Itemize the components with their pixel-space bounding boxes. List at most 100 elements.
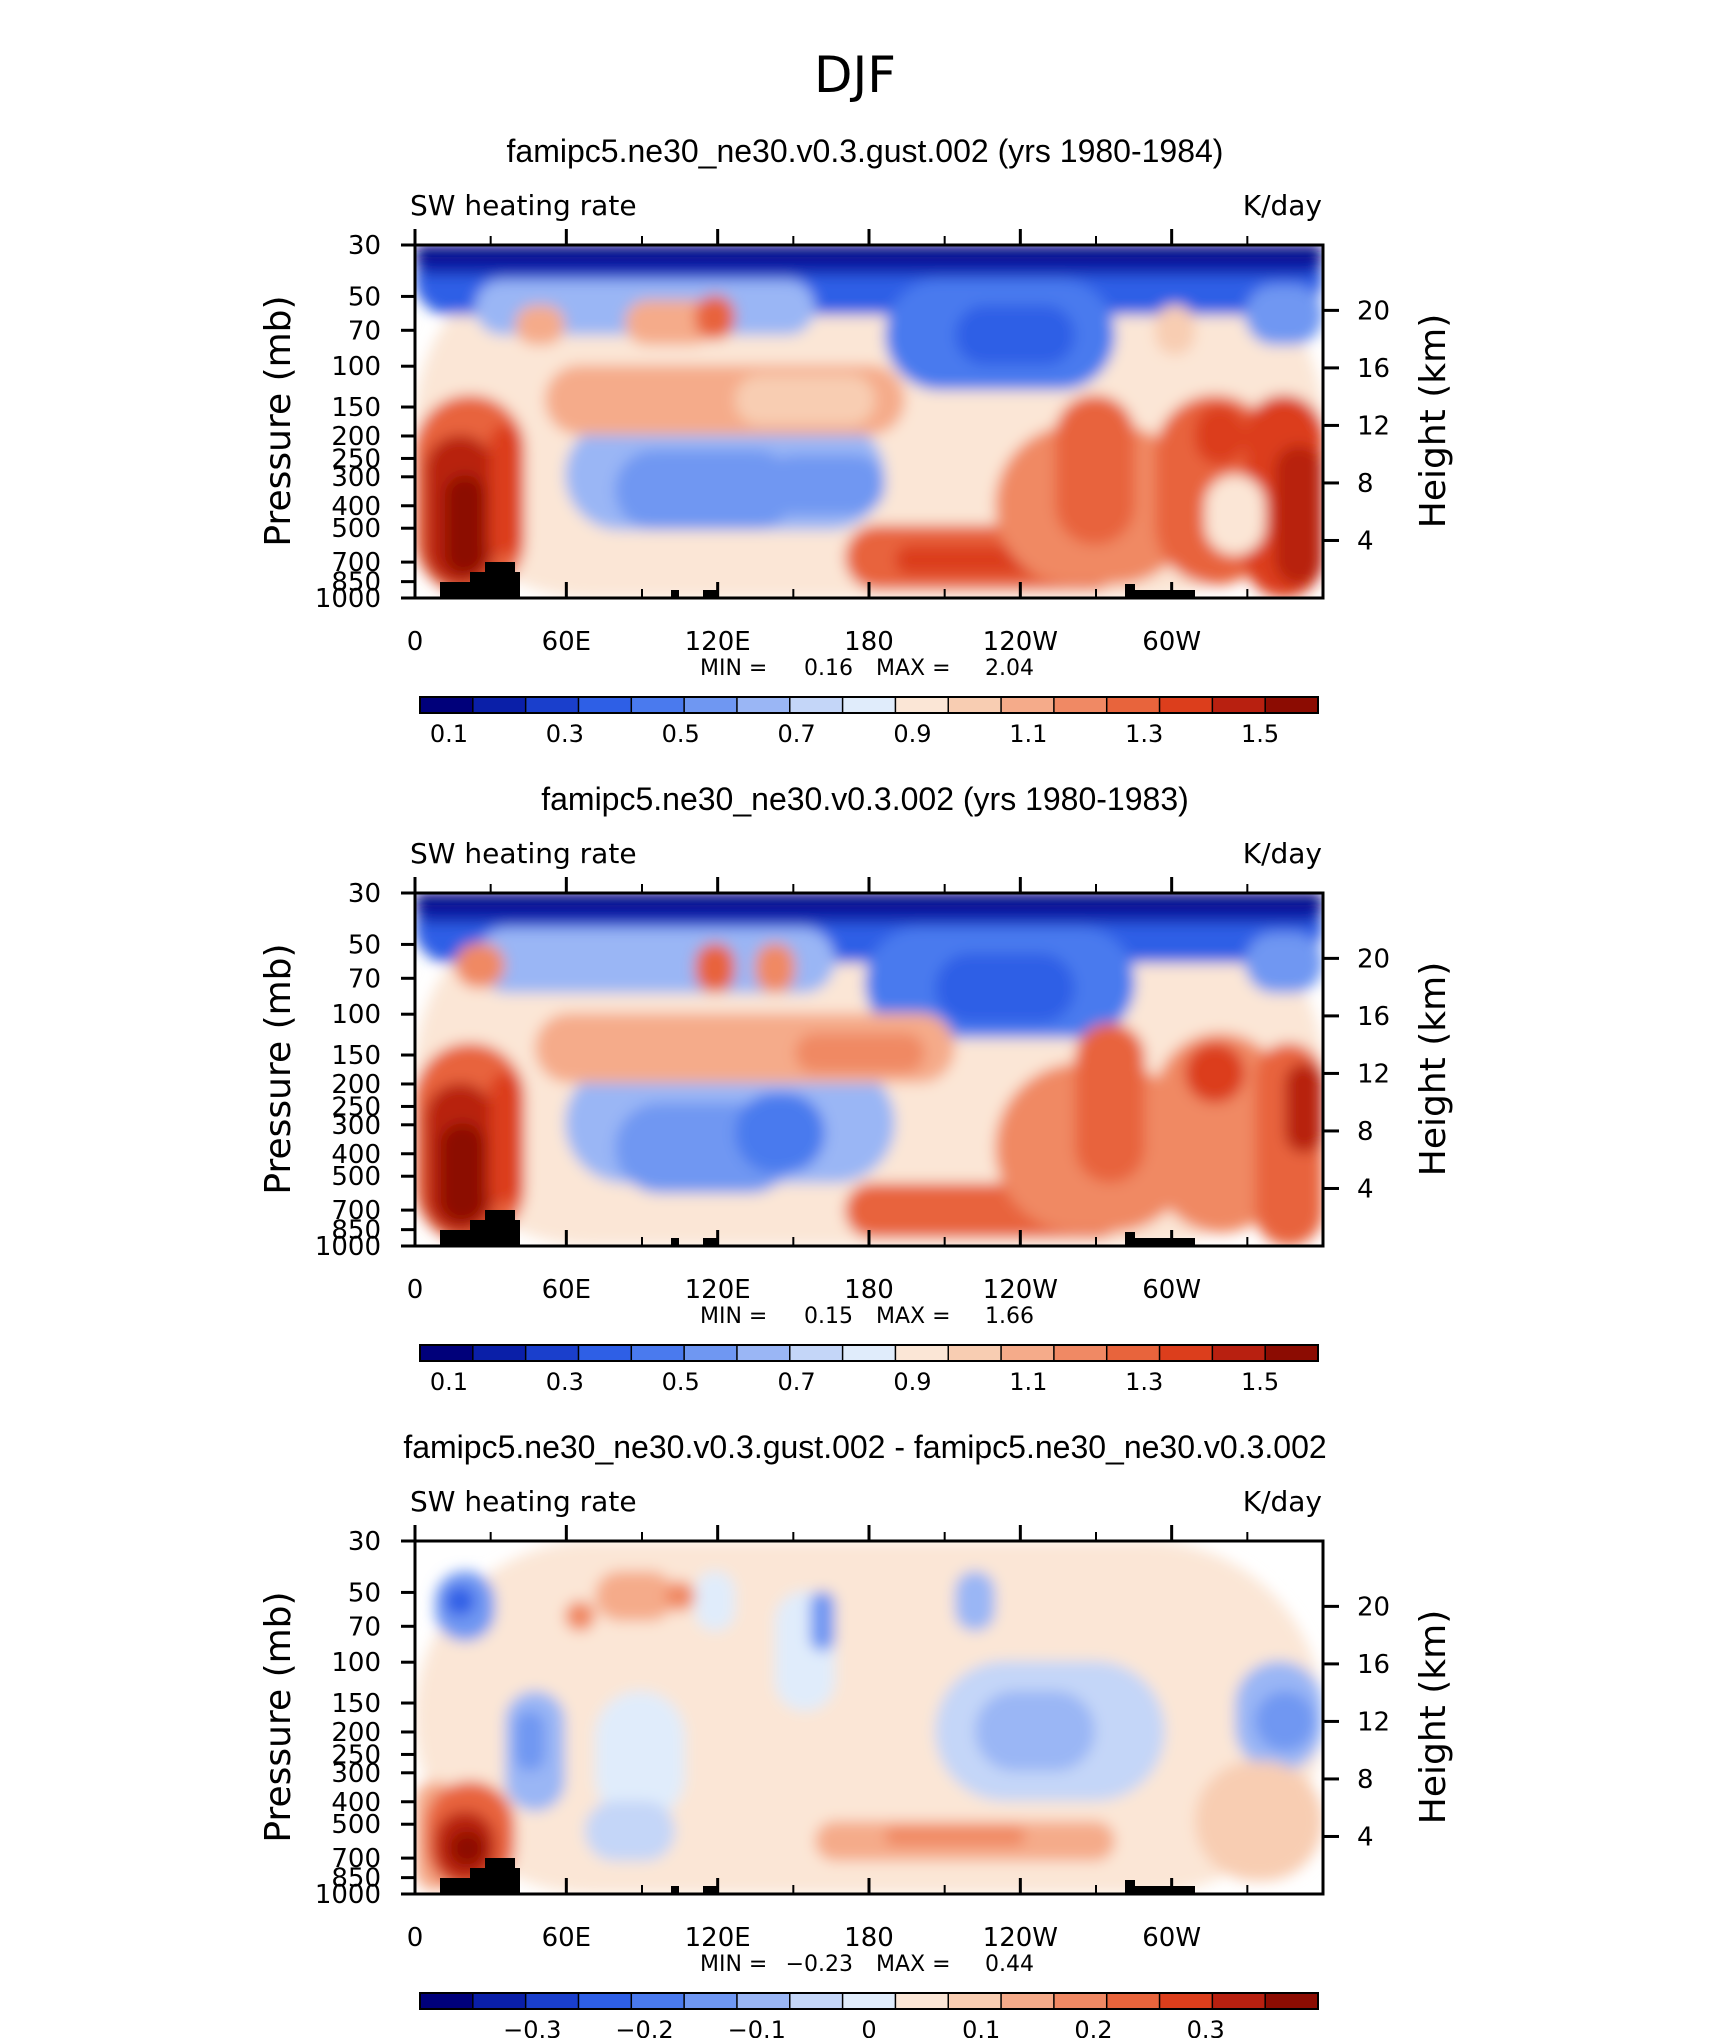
field-patch	[695, 295, 735, 340]
field-patch	[415, 893, 1323, 905]
y-right-tick-label: 16	[1357, 1002, 1390, 1032]
field-patch	[810, 1591, 835, 1651]
x-tick-label: 120E	[685, 1275, 751, 1305]
field-patch	[1205, 475, 1265, 555]
colorbar-segment	[472, 1345, 527, 1361]
max-label: MAX =	[876, 1952, 951, 1977]
colorbar-label: 0.2	[1074, 2016, 1112, 2038]
y-axis-label-right: Height (km)	[1413, 314, 1454, 528]
field-patch	[765, 455, 885, 515]
colorbar-label: 0.1	[430, 1368, 468, 1396]
field-patch	[1075, 1023, 1145, 1183]
colorbar: 0.1 0.3 0.5 0.7 0.9 1.1 1.3 1.5	[419, 696, 1319, 748]
colorbar-segment	[1001, 1993, 1055, 2009]
colorbar-label: 0.1	[962, 2016, 1000, 2038]
panel-2: famipc5.ne30_ne30.v0.3.002 (yrs 1980-198…	[258, 781, 1454, 1396]
colorbar-segment	[1265, 1345, 1319, 1361]
colorbar-frame	[419, 1992, 1319, 2010]
x-tick-label: 120W	[983, 627, 1058, 657]
x-tick-label: 0	[407, 627, 424, 657]
y-right-tick-label: 8	[1357, 1765, 1374, 1795]
y-tick-label: 850	[331, 1216, 381, 1246]
min-value: −0.23	[786, 1952, 853, 1977]
colorbar-segment	[789, 697, 844, 713]
field-patch	[1245, 285, 1323, 345]
field-patch	[565, 1601, 595, 1631]
min-label: MIN =	[700, 1304, 767, 1329]
colorbar-label: 0.1	[430, 720, 468, 748]
max-value: 0.44	[985, 1952, 1034, 1977]
left-label: SW heating rate	[410, 1485, 637, 1518]
y-tick-label: 100	[331, 1000, 381, 1030]
y-tick-label: 300	[331, 463, 381, 493]
colorbar-segment	[736, 1345, 791, 1361]
topography-mask	[1125, 584, 1135, 598]
topography-mask	[671, 1886, 679, 1894]
colorbar-segment	[684, 697, 738, 713]
x-tick-label: 60E	[542, 1923, 592, 1953]
colorbar-segment	[1159, 1345, 1213, 1361]
field-patch	[955, 305, 1075, 365]
y-tick-label: 500	[331, 1810, 381, 1840]
colorbar-segment	[1265, 1993, 1319, 2009]
colorbar-segment	[525, 697, 579, 713]
y-tick-label: 30	[348, 879, 381, 909]
y-right-tick-label: 12	[1357, 411, 1390, 441]
colorbar-segment	[1212, 1993, 1266, 2009]
field-patch	[1055, 395, 1135, 545]
colorbar-segment	[895, 1993, 949, 2009]
field-patch	[515, 305, 565, 345]
colorbar-segment	[420, 1993, 474, 2009]
x-tick-label: 180	[844, 1923, 894, 1953]
y-tick-label: 150	[331, 393, 381, 423]
topography-mask	[671, 1238, 679, 1246]
panel-3: famipc5.ne30_ne30.v0.3.gust.002 - famipc…	[258, 1429, 1454, 2038]
y-tick-label: 1000	[315, 1232, 381, 1262]
field-patch	[1155, 305, 1195, 355]
colorbar-segment	[525, 1993, 579, 2009]
y-tick-label: 70	[348, 1612, 381, 1642]
colorbar-segment	[895, 1345, 949, 1361]
y-axis-label: Pressure (mb)	[258, 1591, 299, 1842]
colorbar-segment	[420, 697, 474, 713]
left-label: SW heating rate	[410, 837, 637, 870]
field-patch	[1185, 1043, 1245, 1103]
right-label: K/day	[1243, 837, 1322, 870]
colorbar-label: −0.2	[615, 2016, 673, 2038]
field-patch	[490, 425, 520, 555]
topography-mask	[485, 562, 515, 598]
topography-mask	[485, 1210, 515, 1246]
field	[415, 245, 1323, 598]
max-value: 1.66	[985, 1304, 1034, 1329]
colorbar-segment	[1159, 697, 1213, 713]
field-patch	[955, 1571, 995, 1631]
left-label: SW heating rate	[410, 189, 637, 222]
y-tick-label: 50	[348, 282, 381, 312]
y-right-tick-label: 20	[1357, 1592, 1390, 1622]
y-tick-label: 100	[331, 352, 381, 382]
y-tick-label: 500	[331, 1162, 381, 1192]
colorbar-label: 0.9	[893, 1368, 931, 1396]
colorbar-segment	[789, 1993, 844, 2009]
field-patch	[1275, 445, 1323, 585]
field-patch	[935, 953, 1075, 1023]
y-tick-label: 30	[348, 1527, 381, 1557]
colorbar-frame	[419, 1344, 1319, 1362]
y-right-tick-label: 4	[1357, 526, 1374, 556]
field-patch	[625, 300, 715, 345]
field-patch	[665, 1581, 695, 1611]
field-patch	[1195, 1761, 1323, 1881]
panel-1: famipc5.ne30_ne30.v0.3.gust.002 (yrs 198…	[258, 133, 1454, 748]
x-tick-label: 60W	[1142, 627, 1201, 657]
y-tick-label: 70	[348, 964, 381, 994]
colorbar-label: 0.5	[662, 1368, 700, 1396]
colorbar-segment	[631, 1993, 685, 2009]
colorbar-segment	[1106, 697, 1161, 713]
y-tick-label: 200	[331, 1070, 381, 1100]
field	[415, 1541, 1323, 1894]
min-label: MIN =	[700, 1952, 767, 1977]
colorbar-segment	[1053, 697, 1108, 713]
colorbar-segment	[1053, 1345, 1108, 1361]
colorbar-segment	[1106, 1345, 1161, 1361]
y-tick-label: 850	[331, 568, 381, 598]
